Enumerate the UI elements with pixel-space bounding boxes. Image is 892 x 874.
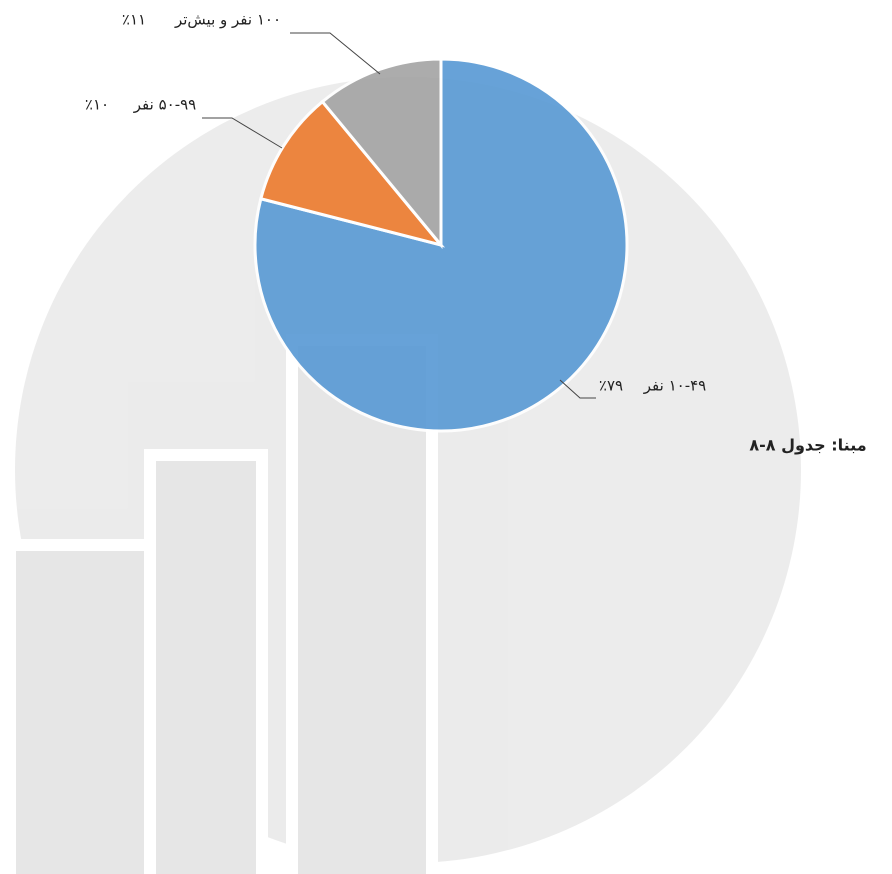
data-label: ٪۷۹ <box>599 377 623 395</box>
pie-slice <box>320 57 443 250</box>
leader-line <box>559 379 596 399</box>
source-note: مبنا: جدول ۸-۸ <box>749 436 866 455</box>
category-label: ۵۰-۹۹ نفر <box>133 96 196 114</box>
watermark-bar <box>4 539 156 874</box>
category-label: ۱۰-۴۹ نفر <box>643 377 706 395</box>
data-label: ٪۱۰ <box>85 96 109 114</box>
pie-slice <box>259 99 446 248</box>
pie <box>253 57 629 433</box>
leader-line <box>202 117 283 149</box>
leader-line <box>290 32 381 75</box>
data-label: ٪۱۱ <box>122 11 146 29</box>
category-label: ۱۰۰ نفر و بیش‌تر <box>174 11 281 29</box>
watermark-bar <box>144 449 268 874</box>
